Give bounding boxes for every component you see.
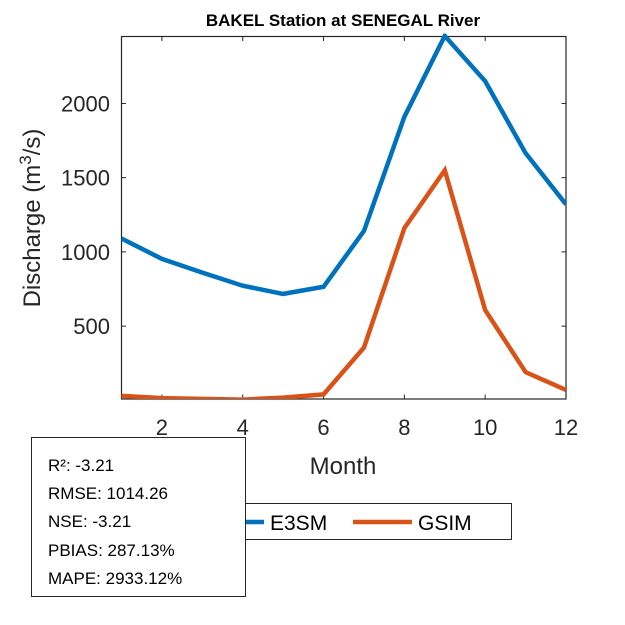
y-axis-ticks: 500 1000 1500 2000: [61, 91, 566, 339]
metric-pbias: PBIAS: 287.13%: [48, 540, 175, 560]
x-tick-label: 10: [473, 415, 497, 440]
x-tick-label: 2: [156, 415, 168, 440]
legend-label-e3sm: E3SM: [270, 512, 327, 535]
x-tick-label: 12: [554, 415, 578, 440]
series-lines: [121, 33, 567, 400]
legend: E3SM GSIM: [200, 503, 512, 540]
metric-rmse: RMSE: 1014.26: [48, 484, 169, 504]
metric-mape: MAPE: 2933.12%: [48, 568, 183, 588]
y-axis-label-main: Discharge (m: [19, 165, 46, 308]
metrics-annotation-box: R²: -3.21 RMSE: 1014.26 NSE: -3.21 PBIAS…: [31, 437, 246, 597]
series-line-e3sm: [121, 33, 566, 297]
y-axis-label-tail: /s): [19, 129, 46, 156]
x-tick-label: 4: [237, 415, 249, 440]
x-axis-label: Month: [310, 453, 377, 480]
x-tick-label: 6: [317, 415, 329, 440]
legend-label-gsim: GSIM: [418, 512, 472, 535]
y-axis-label-sup: 3: [16, 155, 35, 164]
y-axis-label: Discharge (m3/s): [16, 129, 46, 308]
y-tick-label: 1500: [61, 166, 110, 191]
x-tick-label: 8: [398, 415, 410, 440]
y-tick-label: 2000: [61, 91, 110, 116]
y-tick-label: 1000: [61, 240, 110, 265]
y-tick-label: 500: [73, 314, 110, 339]
metric-r2: R²: -3.21: [48, 456, 115, 475]
series-line-gsim: [121, 165, 566, 399]
plot-area: [120, 35, 567, 400]
chart-title: BAKEL Station at SENEGAL River: [206, 11, 481, 30]
x-axis-ticks: 2 4 6 8 10 12: [156, 36, 578, 440]
metric-nse: NSE: -3.21: [48, 512, 132, 532]
